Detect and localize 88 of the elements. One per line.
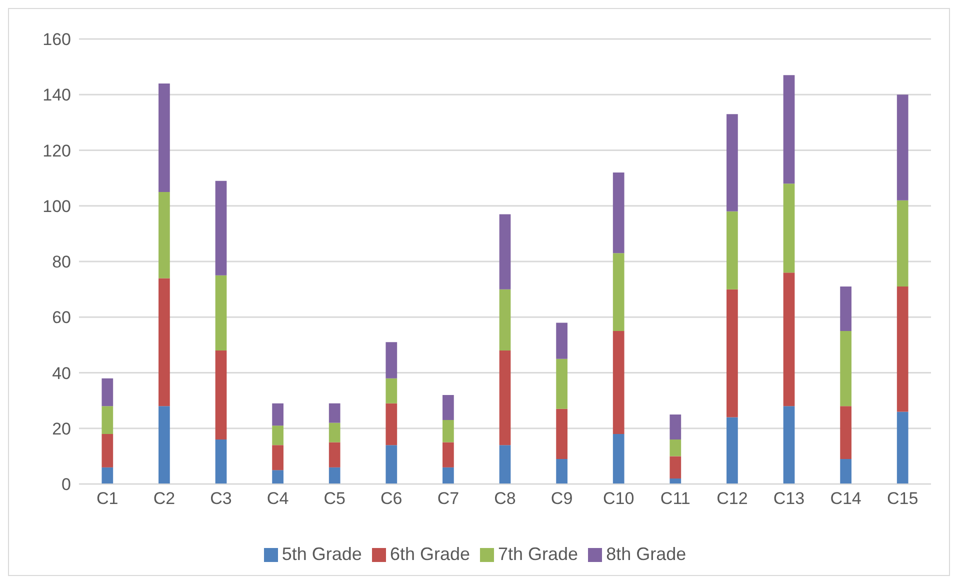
- bar: [386, 378, 398, 404]
- x-tick-label: C13: [773, 489, 805, 508]
- y-tick-label: 80: [52, 252, 71, 272]
- bar: [783, 272, 795, 406]
- bar: [215, 350, 227, 440]
- bar: [556, 408, 568, 459]
- bar: [726, 289, 738, 418]
- bar: [328, 422, 340, 442]
- bar: [670, 414, 682, 440]
- bar: [726, 211, 738, 290]
- legend-label: 7th Grade: [498, 544, 578, 564]
- x-tick-label: C7: [437, 489, 460, 508]
- bar: [272, 445, 284, 470]
- bar: [158, 84, 170, 192]
- x-tick-label: C3: [210, 489, 232, 508]
- legend-label: 6th Grade: [390, 544, 470, 564]
- y-tick-label: 100: [42, 196, 71, 216]
- bar: [499, 350, 511, 446]
- bar: [328, 467, 340, 484]
- bar: [442, 420, 454, 442]
- bar: [840, 458, 852, 484]
- bar: [612, 172, 624, 254]
- bar: [158, 406, 170, 484]
- bar: [499, 289, 511, 350]
- x-tick-label: C11: [660, 489, 690, 508]
- bar: [215, 440, 227, 484]
- bar: [158, 278, 170, 406]
- bar: [896, 94, 908, 200]
- bar: [670, 440, 682, 456]
- x-tick-label: C12: [716, 489, 748, 508]
- bar: [556, 458, 568, 484]
- x-tick-label: C2: [153, 489, 176, 508]
- bar: [726, 114, 738, 212]
- bar: [102, 406, 114, 434]
- bar: [328, 442, 340, 468]
- y-tick-label: 120: [42, 141, 71, 160]
- bar: [272, 470, 284, 484]
- x-tick-label: C4: [266, 489, 289, 508]
- bar: [726, 417, 738, 484]
- bar: [102, 467, 114, 484]
- x-tick-label: C5: [324, 489, 346, 508]
- bar: [442, 442, 454, 468]
- bar: [896, 200, 908, 287]
- bar: [386, 342, 398, 378]
- bar: [840, 286, 852, 332]
- bar: [612, 253, 624, 332]
- bar: [102, 378, 114, 406]
- bar: [783, 75, 795, 184]
- bar: [670, 456, 682, 478]
- bar: [840, 331, 852, 406]
- bar: [612, 434, 624, 484]
- y-tick-label: 0: [62, 475, 71, 494]
- bar: [215, 180, 227, 276]
- bar: [272, 426, 284, 446]
- bar: [215, 275, 227, 350]
- bar: [840, 406, 852, 459]
- x-tick-label: C8: [494, 489, 516, 508]
- x-tick-label: C6: [380, 489, 402, 508]
- bar: [328, 403, 340, 423]
- bar: [386, 445, 398, 484]
- bar: [612, 331, 624, 434]
- bar: [670, 478, 682, 484]
- y-tick-label: 60: [52, 308, 71, 328]
- bar: [783, 406, 795, 484]
- bar: [499, 445, 511, 484]
- bar: [556, 322, 568, 359]
- bar: [896, 286, 908, 412]
- y-tick-label: 140: [42, 86, 71, 105]
- legend-label: 5th Grade: [282, 544, 362, 564]
- legend-label: 8th Grade: [606, 544, 686, 564]
- bar: [158, 192, 170, 278]
- bar: [386, 403, 398, 446]
- bar: [896, 412, 908, 484]
- bar: [556, 358, 568, 409]
- bar: [783, 184, 795, 273]
- y-tick-label: 40: [52, 364, 71, 383]
- bar: [442, 395, 454, 420]
- bar: [442, 467, 454, 484]
- bar: [272, 403, 284, 426]
- x-tick-label: C15: [887, 489, 918, 508]
- bar: [102, 434, 114, 468]
- x-tick-label: C9: [550, 489, 573, 508]
- x-tick-label: C1: [96, 489, 118, 508]
- bar: [499, 214, 511, 290]
- x-tick-label: C14: [830, 489, 862, 508]
- y-tick-label: 20: [52, 419, 71, 438]
- y-tick-label: 160: [42, 30, 71, 50]
- x-tick-label: C10: [603, 489, 634, 508]
